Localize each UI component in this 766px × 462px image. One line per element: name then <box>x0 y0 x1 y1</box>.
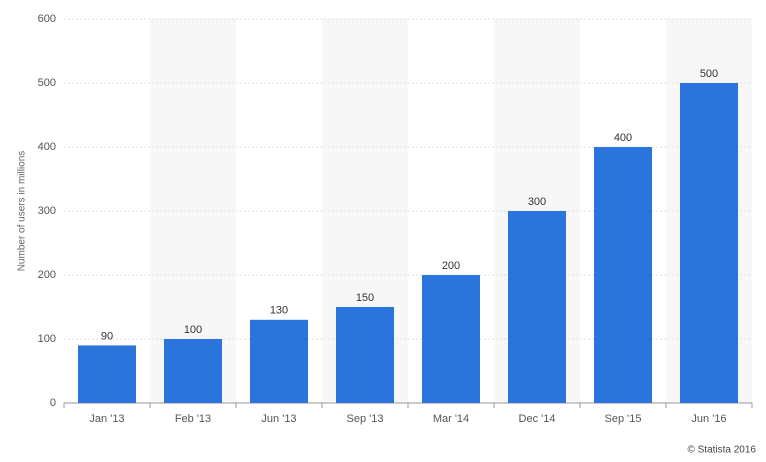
bar <box>594 147 652 403</box>
x-tick-label: Sep '15 <box>605 413 642 425</box>
y-tick-label: 200 <box>38 269 56 281</box>
data-label: 400 <box>614 132 632 144</box>
bar <box>336 307 394 403</box>
x-tick-label: Sep '13 <box>347 413 384 425</box>
data-label: 100 <box>184 324 202 336</box>
x-tick-label: Jun '13 <box>261 413 296 425</box>
data-label: 130 <box>270 305 288 317</box>
data-label: 90 <box>101 330 113 342</box>
x-tick-label: Dec '14 <box>519 413 556 425</box>
data-label: 500 <box>700 68 718 80</box>
x-tick-label: Jun '16 <box>691 413 726 425</box>
y-tick-label: 600 <box>38 13 56 25</box>
bar <box>680 83 738 403</box>
y-tick-label: 300 <box>38 205 56 217</box>
x-tick-label: Feb '13 <box>175 413 211 425</box>
data-label: 200 <box>442 260 460 272</box>
data-label: 300 <box>528 196 546 208</box>
x-tick-label: Jan '13 <box>89 413 124 425</box>
y-tick-label: 0 <box>50 397 56 409</box>
bar <box>78 345 136 403</box>
bar <box>422 275 480 403</box>
y-tick-label: 500 <box>38 77 56 89</box>
y-tick-label: 100 <box>38 333 56 345</box>
y-tick-label: 400 <box>38 141 56 153</box>
bar <box>508 211 566 403</box>
credit: © Statista 2016 <box>687 445 756 456</box>
bar <box>250 319 308 403</box>
x-tick-label: Mar '14 <box>433 413 469 425</box>
y-axis-label: Number of users in millions <box>17 151 28 272</box>
bar <box>164 339 222 403</box>
data-label: 150 <box>356 292 374 304</box>
